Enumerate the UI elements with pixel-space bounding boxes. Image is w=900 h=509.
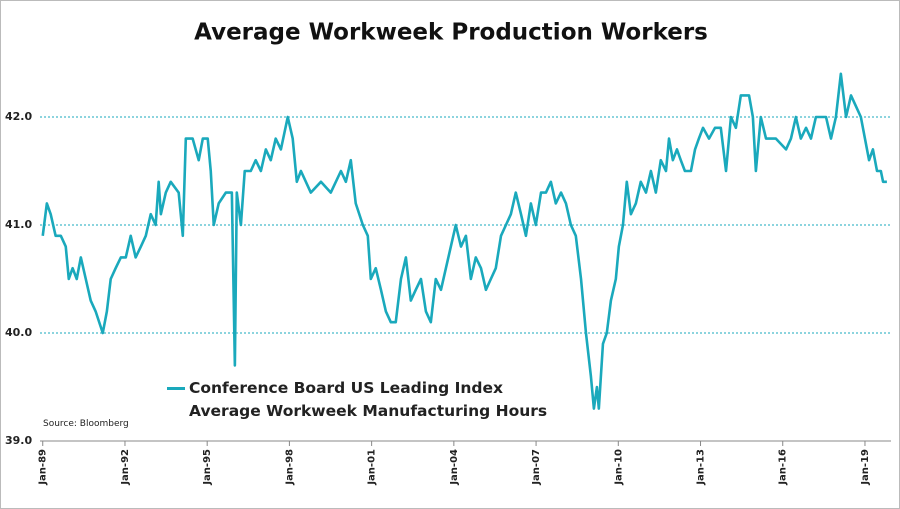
x-tick-label: Jan-04 <box>449 449 460 486</box>
y-tick-label: 42.0 <box>5 110 32 123</box>
x-tick-label: Jan-16 <box>778 449 789 486</box>
chart-title: Average Workweek Production Workers <box>194 20 708 46</box>
y-tick-label: 40.0 <box>5 326 32 339</box>
legend-label: Conference Board US Leading Index Averag… <box>189 379 548 420</box>
x-tick-label: Jan-10 <box>613 449 624 486</box>
x-tick-label: Jan-01 <box>367 449 378 486</box>
y-tick-label: 41.0 <box>5 218 32 231</box>
x-tick-label: Jan-98 <box>284 449 295 486</box>
x-tick-label: Jan-19 <box>860 449 871 486</box>
legend-swatch <box>167 387 185 390</box>
x-tick-label: Jan-13 <box>696 449 707 486</box>
x-tick-label: Jan-89 <box>38 449 49 486</box>
x-tick-label: Jan-95 <box>202 449 213 486</box>
y-tick-label: 39.0 <box>5 434 32 447</box>
source-note: Source: Bloomberg <box>43 419 129 429</box>
x-tick-label: Jan-07 <box>531 449 542 486</box>
data-line <box>41 72 887 410</box>
x-tick-label: Jan-92 <box>120 449 131 486</box>
